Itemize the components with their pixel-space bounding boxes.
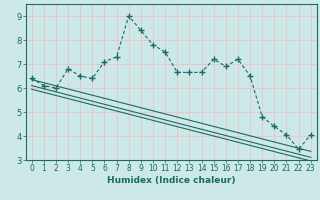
X-axis label: Humidex (Indice chaleur): Humidex (Indice chaleur) [107, 176, 236, 185]
